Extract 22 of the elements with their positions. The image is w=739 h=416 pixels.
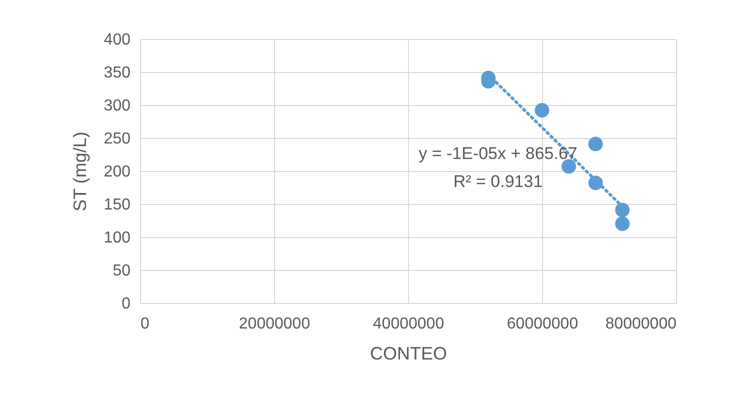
point <box>534 103 550 118</box>
y-tick-label: 250 <box>104 130 131 148</box>
x-tick-label: 60000000 <box>506 316 578 332</box>
x-axis-title: CONTEO <box>370 344 448 364</box>
x-tick-label: 40000000 <box>372 316 444 332</box>
x-tick-label: 0 <box>140 316 150 332</box>
y-tick-label: 150 <box>104 196 131 214</box>
annotation: R² = 0.9131 <box>453 172 543 191</box>
y-tick-label: 100 <box>104 230 131 246</box>
point <box>615 216 630 232</box>
y-tick-label: 350 <box>104 64 131 82</box>
point <box>562 159 576 174</box>
y-axis-title: ST (mg/L) <box>70 132 90 212</box>
x-tick-label: 20000000 <box>238 316 310 332</box>
x-tick-label: 80000000 <box>605 316 677 332</box>
y-tick-label: 50 <box>112 262 131 280</box>
y-tick-label: 300 <box>104 98 131 114</box>
point <box>588 136 603 152</box>
y-tick-label: 200 <box>104 164 131 180</box>
y-tick-label: 400 <box>104 32 131 48</box>
y-tick-label: 0 <box>122 296 131 312</box>
point <box>615 202 630 218</box>
